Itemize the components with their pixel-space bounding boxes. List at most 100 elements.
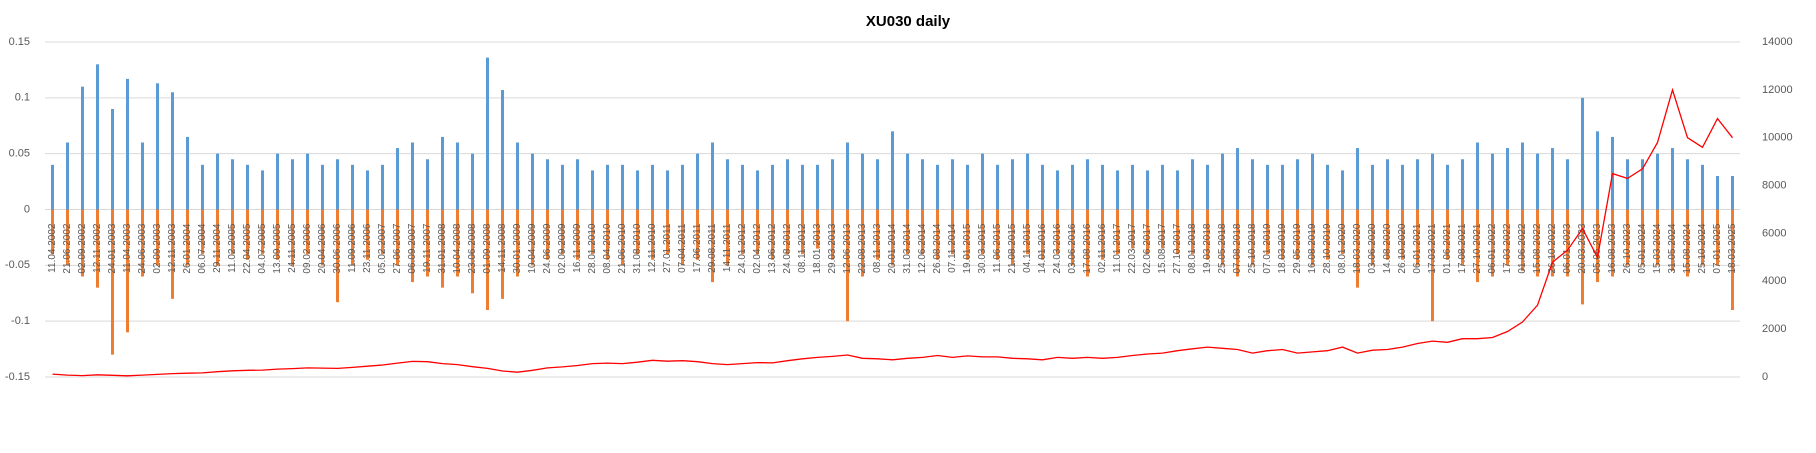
bar: [456, 209, 459, 277]
bar: [1536, 153, 1539, 210]
x-tick-label: 08.01.2018: [1187, 223, 1198, 273]
x-tick-label: 21.06.2010: [617, 223, 628, 273]
bar: [1131, 209, 1134, 249]
bar: [1206, 209, 1209, 260]
bar: [531, 153, 534, 210]
bar: [1686, 209, 1689, 277]
bar: [411, 209, 414, 283]
x-tick-label: 26.01.2004: [182, 223, 193, 273]
bar: [1296, 209, 1299, 260]
y2-tick-label: 8000: [1762, 179, 1786, 191]
bar: [1521, 142, 1524, 210]
bar: [906, 209, 909, 255]
bar: [351, 209, 354, 266]
bar: [1611, 209, 1614, 277]
bar: [726, 209, 729, 266]
bar: [651, 164, 654, 210]
bar: [921, 159, 924, 210]
bar: [1176, 170, 1179, 210]
bar: [426, 209, 429, 277]
bar: [1431, 209, 1434, 322]
bar: [1236, 209, 1239, 277]
bar: [306, 209, 309, 255]
bar: [126, 78, 129, 210]
bar: [246, 164, 249, 210]
x-tick-label: 02.09.2003: [152, 223, 163, 273]
x-tick-label: 20.03.2023: [1577, 223, 1588, 273]
bar: [291, 159, 294, 210]
bar: [711, 142, 714, 210]
x-tick-label: 22.03.2017: [1127, 223, 1138, 273]
bar: [636, 170, 639, 210]
x-tick-label: 27.01.2011: [662, 223, 673, 273]
bar: [1356, 209, 1359, 288]
bar: [1011, 209, 1014, 266]
bar: [681, 209, 684, 266]
bar: [1641, 159, 1644, 210]
bar: [1341, 209, 1344, 255]
x-tick-label: 11.06.2015: [992, 223, 1003, 273]
bar: [1596, 209, 1599, 283]
x-tick-label: 26.10.2020: [1397, 223, 1408, 273]
x-tick-label: 11.04.2002: [47, 223, 58, 273]
x-tick-label: 23.06.2008: [467, 223, 478, 273]
bar: [81, 86, 84, 210]
x-tick-label: 25.10.2018: [1247, 223, 1258, 273]
bar: [366, 209, 369, 260]
bar: [591, 209, 594, 255]
bar: [1686, 159, 1689, 210]
bar: [906, 153, 909, 210]
bar: [456, 142, 459, 210]
bar: [876, 209, 879, 260]
bar: [1071, 164, 1074, 210]
bar: [1386, 159, 1389, 210]
bar: [1041, 164, 1044, 210]
bar: [141, 142, 144, 210]
x-tick-label: 02.04.2012: [752, 223, 763, 273]
bar: [426, 159, 429, 210]
x-tick-label: 09.02.2006: [302, 223, 313, 273]
bar: [1281, 209, 1284, 260]
x-tick-label: 13.09.2005: [272, 223, 283, 273]
x-tick-label: 10.04.2009: [527, 223, 538, 273]
bar: [141, 209, 144, 277]
y-tick-label: 0: [24, 203, 30, 215]
bar: [1476, 142, 1479, 210]
x-tick-label: 15.08.2017: [1157, 223, 1168, 273]
bar: [1221, 209, 1224, 266]
bar: [156, 209, 159, 266]
x-tick-label: 22.04.2005: [242, 223, 253, 273]
bar: [1086, 209, 1089, 277]
bar: [1296, 159, 1299, 210]
x-tick-label: 06.01.2021: [1412, 223, 1423, 273]
x-tick-label: 20.01.2014: [887, 223, 898, 273]
bar: [276, 209, 279, 260]
bar: [1326, 164, 1329, 210]
bar: [1551, 148, 1554, 210]
bar: [1461, 209, 1464, 266]
bar: [186, 136, 189, 210]
bar: [981, 153, 984, 210]
x-tick-label: 12.11.2002: [92, 223, 103, 273]
bar: [1266, 209, 1269, 255]
x-tick-label: 31.05.2024: [1667, 223, 1678, 273]
bar: [471, 209, 474, 294]
bar: [561, 209, 564, 255]
x-tick-label: 24.01.2003: [107, 223, 118, 273]
x-tick-label: 06.01.2022: [1487, 223, 1498, 273]
bar: [1161, 164, 1164, 210]
bar: [1341, 170, 1344, 210]
bar: [1281, 164, 1284, 210]
x-tick-label: 16.11.2009: [572, 223, 583, 273]
x-tick-label: 12.11.2003: [167, 223, 178, 273]
bar: [486, 209, 489, 310]
bar: [1626, 209, 1629, 266]
bar: [1101, 209, 1104, 260]
bar: [1671, 148, 1674, 210]
bar: [876, 159, 879, 210]
x-tick-label: 28.10.2019: [1322, 223, 1333, 273]
bar: [366, 170, 369, 210]
bar: [1491, 209, 1494, 277]
bar: [1116, 170, 1119, 210]
bar: [1116, 209, 1119, 255]
